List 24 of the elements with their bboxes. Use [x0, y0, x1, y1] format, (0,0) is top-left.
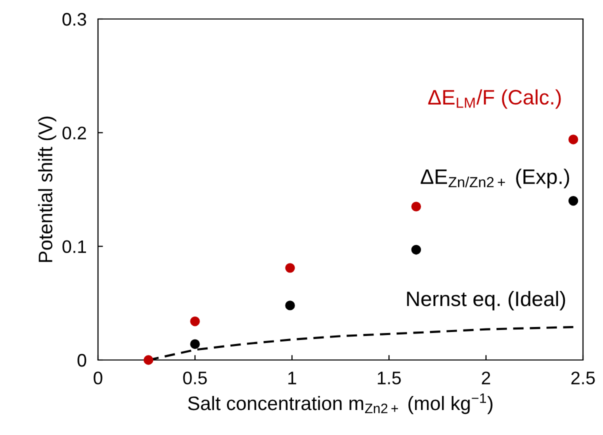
- x-tick-label: 1: [288, 372, 296, 384]
- point: [411, 244, 422, 255]
- point: [190, 316, 200, 326]
- point: [568, 196, 578, 206]
- x-tick-label: 2: [482, 372, 490, 384]
- x-axis-title: Salt concentration m$_{Zn2+}$ (mol kg$^{−1}$): [188, 394, 492, 414]
- y-tick-label: 0.2: [62, 126, 86, 140]
- point: [190, 339, 200, 349]
- x-tick-label: 0.5: [183, 372, 207, 384]
- x-tick-label: 1.5: [378, 372, 401, 384]
- y-tick-label: 0.3: [62, 12, 86, 26]
- y-tick-label: 0.1: [62, 240, 86, 254]
- x-tick-label: 2.5: [571, 372, 595, 384]
- series-label: Nernst eq. (Ideal): [407, 290, 566, 310]
- point: [285, 263, 295, 273]
- point: [411, 202, 422, 212]
- y-tick-label: 0: [78, 354, 86, 367]
- y-axis-title: Potential shift (V): [38, 116, 56, 262]
- x-tick-label: 0: [94, 372, 102, 384]
- point: [568, 134, 578, 144]
- point: [144, 355, 154, 365]
- point: [285, 300, 295, 310]
- series-label: ΔE$_{LM}$/F (Calc.): [428, 89, 561, 109]
- series-label: ΔE$_{Zn/Zn2+}$ (Exp.): [420, 168, 570, 188]
